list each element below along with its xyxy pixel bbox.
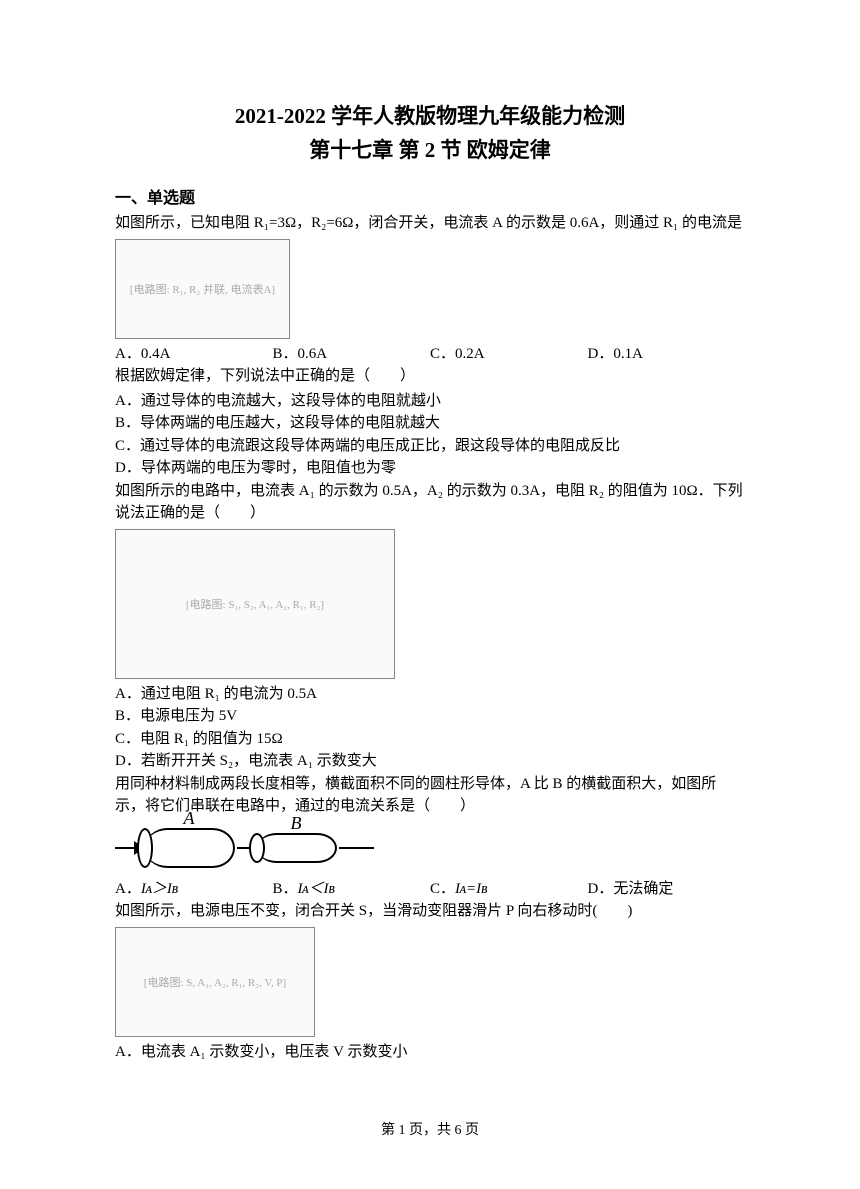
q1-diagram: [电路图: R₁, R₂ 并联, 电流表A] — [115, 239, 745, 339]
q4c-pre: C． — [430, 881, 455, 897]
q4b-sym: Iᴀ＜Iʙ — [298, 881, 335, 897]
question-1: 如图所示，已知电阻 R₁=3Ω，R₂=6Ω，闭合开关，电流表 A 的示数是 0.… — [115, 212, 745, 235]
title-line-2: 第十七章 第 2 节 欧姆定律 — [115, 134, 745, 164]
q4-option-d: D．无法确定 — [588, 878, 746, 901]
q1-option-b: B．0.6A — [273, 343, 431, 366]
q5-option-a: A．电流表 A₁ 示数变小，电压表 V 示数变小 — [115, 1041, 745, 1064]
q2-option-d: D．导体两端的电压为零时，电阻值也为零 — [115, 457, 745, 480]
q3-option-b: B．电源电压为 5V — [115, 705, 745, 728]
q5-text: 如图所示，电源电压不变，闭合开关 S，当滑动变阻器滑片 P 向右移动时( ) — [115, 903, 632, 919]
cylinder-b-cap — [249, 833, 265, 863]
q2-option-b: B．导体两端的电压越大，这段导体的电阻就越大 — [115, 412, 745, 435]
circuit-diagram-1: [电路图: R₁, R₂ 并联, 电流表A] — [115, 239, 290, 339]
q3-option-c: C．电阻 R₁ 的阻值为 15Ω — [115, 728, 745, 751]
q2-options: A．通过导体的电流越大，这段导体的电阻就越小 B．导体两端的电压越大，这段导体的… — [115, 390, 745, 480]
q4c-sym: Iᴀ=Iʙ — [455, 881, 488, 897]
cylinder-b-label: B — [291, 813, 302, 834]
cylinder-diagram: A B — [115, 822, 745, 874]
q3-option-d: D．若断开开关 S₂，电流表 A₁ 示数变大 — [115, 750, 745, 773]
q1-option-c: C．0.2A — [430, 343, 588, 366]
q2-option-c: C．通过导体的电流跟这段导体两端的电压成正比，跟这段导体的电阻成反比 — [115, 435, 745, 458]
q4-option-b: B．Iᴀ＜Iʙ — [273, 878, 431, 901]
q2-text: 根据欧姆定律，下列说法中正确的是（ ） — [115, 368, 415, 384]
circuit-diagram-3: [电路图: S₁, S₂, A₁, A₂, R₁, R₂] — [115, 529, 395, 679]
end-line — [339, 847, 374, 849]
cylinder-a-label: A — [184, 808, 195, 829]
question-2: 根据欧姆定律，下列说法中正确的是（ ） — [115, 365, 745, 388]
q2-option-a: A．通过导体的电流越大，这段导体的电阻就越小 — [115, 390, 745, 413]
q4a-pre: A． — [115, 881, 141, 897]
title-line-1: 2021-2022 学年人教版物理九年级能力检测 — [115, 100, 745, 130]
q5-options: A．电流表 A₁ 示数变小，电压表 V 示数变小 — [115, 1041, 745, 1064]
q3-option-a: A．通过电阻 R₁ 的电流为 0.5A — [115, 683, 745, 706]
page-footer: 第 1 页，共 6 页 — [0, 1119, 860, 1139]
circuit-diagram-5: [电路图: S, A₁, A₂, R₁, R₂, V, P] — [115, 927, 315, 1037]
q1-option-d: D．0.1A — [588, 343, 746, 366]
q4-text: 用同种材料制成两段长度相等，横截面积不同的圆柱形导体，A 比 B 的横截面积大，… — [115, 776, 716, 815]
section-heading: 一、单选题 — [115, 184, 745, 208]
question-4: 用同种材料制成两段长度相等，横截面积不同的圆柱形导体，A 比 B 的横截面积大，… — [115, 773, 745, 818]
question-3: 如图所示的电路中，电流表 A₁ 的示数为 0.5A，A₂ 的示数为 0.3A，电… — [115, 480, 745, 525]
q1-text: 如图所示，已知电阻 R₁=3Ω，R₂=6Ω，闭合开关，电流表 A 的示数是 0.… — [115, 215, 742, 231]
q4-option-a: A．Iᴀ＞Iʙ — [115, 878, 273, 901]
q4-option-c: C．Iᴀ=Iʙ — [430, 878, 588, 901]
cylinder-a-cap — [137, 828, 153, 868]
cylinder-b: B — [257, 833, 337, 863]
q3-text: 如图所示的电路中，电流表 A₁ 的示数为 0.5A，A₂ 的示数为 0.3A，电… — [115, 483, 743, 522]
q4b-pre: B． — [273, 881, 298, 897]
q1-options: A．0.4A B．0.6A C．0.2A D．0.1A — [115, 343, 745, 366]
q4a-sym: Iᴀ＞Iʙ — [141, 881, 178, 897]
q3-options: A．通过电阻 R₁ 的电流为 0.5A B．电源电压为 5V C．电阻 R₁ 的… — [115, 683, 745, 773]
q4-options: A．Iᴀ＞Iʙ B．Iᴀ＜Iʙ C．Iᴀ=Iʙ D．无法确定 — [115, 878, 745, 901]
cylinder-a: A — [145, 828, 235, 868]
q5-diagram: [电路图: S, A₁, A₂, R₁, R₂, V, P] — [115, 927, 745, 1037]
q1-option-a: A．0.4A — [115, 343, 273, 366]
q3-diagram: [电路图: S₁, S₂, A₁, A₂, R₁, R₂] — [115, 529, 745, 679]
question-5: 如图所示，电源电压不变，闭合开关 S，当滑动变阻器滑片 P 向右移动时( ) — [115, 900, 745, 923]
q4-diagram: A B — [115, 822, 745, 874]
